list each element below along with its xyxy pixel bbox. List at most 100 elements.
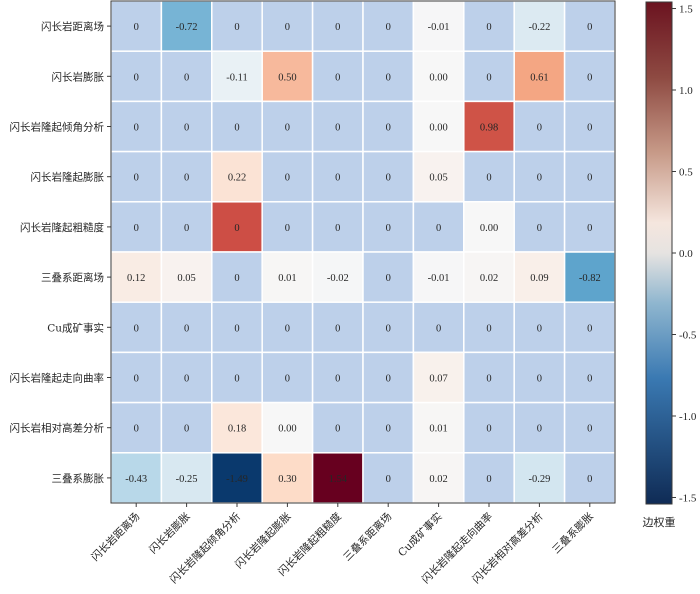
cell-value-label: 0: [285, 223, 290, 234]
cell-value-label: 0: [587, 323, 592, 334]
cell-value-label: 0.98: [480, 123, 498, 134]
cell-value-label: 0: [386, 474, 391, 485]
cell-value-label: 0: [335, 22, 340, 33]
heatmap-cell: [563, 201, 616, 253]
heatmap-cell: [463, 401, 515, 454]
cell-value-label: 0: [335, 374, 340, 385]
heatmap-cell: [160, 100, 213, 153]
cell-value-label: 0: [134, 323, 139, 334]
cell-value-label: 0.00: [429, 72, 447, 83]
heatmap-cell: [160, 201, 213, 253]
heatmap-cell: [261, 251, 314, 303]
cell-value-label: 0: [537, 123, 542, 134]
cell-value-label: 0: [486, 424, 491, 435]
x-tick-label: 闪长岩距离场: [89, 510, 143, 564]
cell-value-label: 0.09: [530, 273, 548, 284]
cell-value-label: 0: [587, 374, 592, 385]
heatmap-cell: [362, 0, 415, 52]
cell-value-label: 0.00: [429, 123, 447, 134]
cell-value-label: 0: [537, 223, 542, 234]
y-tick-label: 闪长岩隆起走向曲率: [10, 372, 105, 385]
heatmap-cell: [513, 50, 566, 103]
cell-value-label: 0: [134, 22, 139, 33]
cell-value-label: 0.02: [480, 273, 498, 284]
cell-value-label: -1.49: [226, 474, 248, 485]
cell-value-label: 0: [537, 424, 542, 435]
heatmap-cell: [513, 452, 566, 504]
cell-value-label: 0.50: [278, 72, 296, 83]
cell-value-label: 0: [234, 123, 239, 134]
cell-value-label: 0: [234, 22, 239, 33]
cell-value-label: 0: [486, 22, 491, 33]
cell-value-label: 0: [184, 173, 189, 184]
colorbar-label: 边权重: [643, 515, 676, 529]
cell-value-label: 0: [234, 323, 239, 334]
cell-value-label: 0: [285, 323, 290, 334]
cell-value-label: 0.12: [127, 273, 145, 284]
heatmap-cells: [110, 0, 616, 504]
heatmap-cell: [563, 0, 616, 52]
cell-value-label: 0: [386, 72, 391, 83]
cell-value-label: 0: [386, 223, 391, 234]
heatmap-cell: [110, 452, 163, 504]
heatmap-cell: [513, 100, 566, 153]
cell-value-label: 0: [335, 173, 340, 184]
cell-value-label: -0.82: [579, 273, 601, 284]
heatmap-cell: [261, 351, 314, 404]
cell-value-label: 0: [386, 273, 391, 284]
cell-value-label: 0: [134, 424, 139, 435]
heatmap-cell: [261, 301, 314, 354]
heatmap-cell: [412, 201, 465, 253]
heatmap-cell: [412, 401, 465, 454]
cell-value-label: -0.29: [528, 474, 550, 485]
y-tick-label: 闪长岩膨胀: [52, 70, 105, 83]
cell-value-label: 0: [386, 424, 391, 435]
x-axis: 闪长岩距离场 闪长岩膨胀闪长岩隆起倾角分析闪长岩隆起膨胀闪长岩隆起粗糙度三叠系距离…: [89, 503, 596, 586]
heatmap-cell: [211, 100, 263, 153]
cell-value-label: -0.72: [176, 22, 198, 33]
cell-value-label: 0: [134, 123, 139, 134]
cell-value-label: 0: [537, 323, 542, 334]
cell-value-label: 0: [386, 22, 391, 33]
cell-value-label: 0: [587, 72, 592, 83]
heatmap-cell: [412, 100, 465, 153]
cell-value-label: 0: [386, 374, 391, 385]
heatmap-cell: [362, 351, 415, 404]
heatmap-cell: [362, 251, 415, 303]
cell-value-label: 0.00: [480, 223, 498, 234]
cell-value-label: -0.01: [428, 273, 450, 284]
heatmap-cell: [160, 351, 213, 404]
x-tick-label: 闪长岩膨胀: [146, 510, 193, 557]
cell-value-label: -0.02: [327, 273, 349, 284]
cell-value-label: 0: [335, 223, 340, 234]
x-tick-label: 三叠系距离场: [341, 510, 395, 564]
heatmap-cell: [311, 401, 364, 454]
cell-value-label: 0: [285, 123, 290, 134]
heatmap-cell: [110, 301, 163, 354]
cell-value-label: 0: [184, 72, 189, 83]
cell-value-label: -0.01: [428, 22, 450, 33]
cell-value-label: 0: [386, 323, 391, 334]
cell-value-label: 0: [335, 323, 340, 334]
cell-value-label: 0: [587, 173, 592, 184]
cell-value-label: 0.05: [177, 273, 195, 284]
y-tick-label: 三叠系距离场: [41, 271, 104, 284]
cell-value-label: 0: [486, 374, 491, 385]
y-tick-label: 闪长岩距离场: [41, 20, 104, 33]
colorbar-tick-label: -1.5: [679, 492, 697, 504]
heatmap-cell: [463, 0, 515, 52]
y-axis: 闪长岩距离场闪长岩膨胀闪长岩隆起倾角分析闪长岩隆起膨胀闪长岩隆起粗糙度三叠系距离…: [10, 20, 111, 485]
heatmap-cell: [412, 452, 465, 504]
colorbar-tick-label: 1.0: [679, 85, 693, 97]
cell-value-label: 0: [184, 374, 189, 385]
y-tick-label: 闪长岩隆起倾角分析: [10, 121, 105, 134]
cell-value-label: 0: [436, 323, 441, 334]
cell-value-label: 0: [184, 223, 189, 234]
heatmap-cell: [311, 251, 364, 303]
cell-value-label: 0.22: [228, 173, 246, 184]
cell-value-label: 0.07: [429, 374, 447, 385]
y-tick-label: 闪长岩相对高差分析: [10, 422, 105, 435]
y-tick-label: 三叠系膨胀: [52, 472, 105, 485]
cell-value-label: 0: [234, 273, 239, 284]
heatmap-cell: [160, 401, 213, 454]
